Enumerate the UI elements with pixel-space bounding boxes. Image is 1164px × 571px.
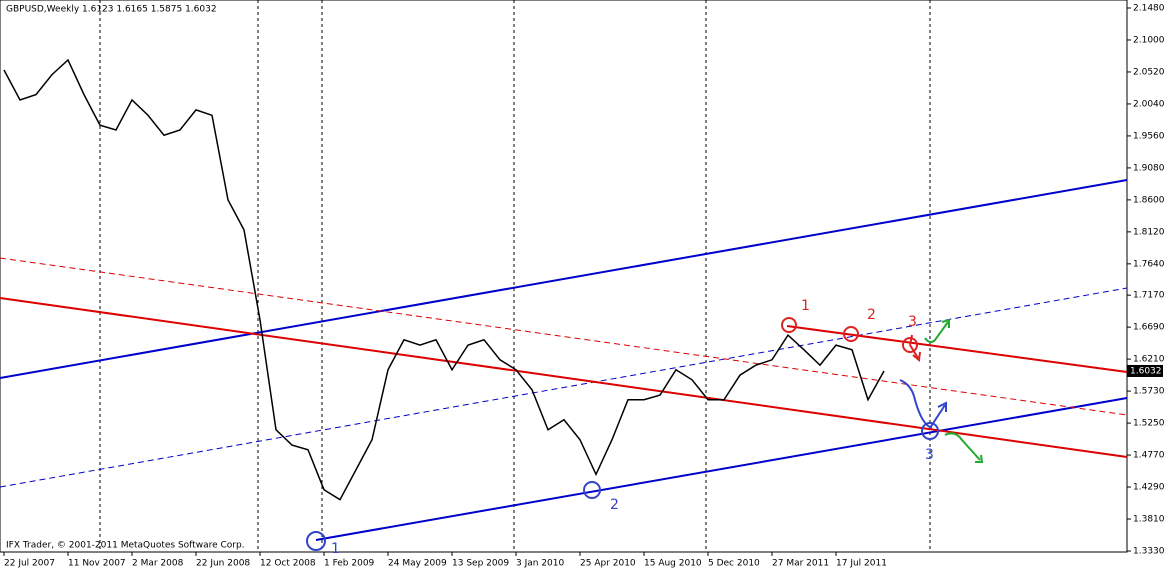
- x-tick-label: 25 Apr 2010: [580, 559, 636, 569]
- annotation: 1: [331, 541, 340, 557]
- annotation: 2: [610, 497, 619, 513]
- markers: [306, 317, 984, 551]
- y-tick-label: 1.9080: [1133, 163, 1164, 173]
- y-tick-label: 1.4770: [1133, 451, 1164, 461]
- copyright: IFX Trader, © 2001-2011 MetaQuotes Softw…: [6, 541, 245, 551]
- y-tick-label: 2.0040: [1133, 99, 1164, 109]
- current-price-label: 1.6032: [1130, 366, 1162, 376]
- x-tick-label: 11 Nov 2007: [68, 559, 126, 569]
- y-tick-label: 1.3330: [1133, 547, 1164, 557]
- annotation: 3: [925, 447, 934, 463]
- y-tick-label: 1.6690: [1133, 323, 1164, 333]
- y-tick-label: 1.3810: [1133, 515, 1164, 525]
- trend-lines: [0, 179, 1128, 541]
- period-separators: [99, 0, 931, 552]
- x-tick-label: 22 Jun 2008: [196, 559, 250, 569]
- y-tick-label: 1.5730: [1133, 387, 1164, 397]
- y-tick-label: 1.9560: [1133, 131, 1164, 141]
- y-tick-label: 1.7640: [1133, 259, 1164, 269]
- y-tick-label: 2.1480: [1133, 4, 1164, 14]
- y-tick-label: 2.1000: [1133, 35, 1164, 45]
- y-tick-label: 1.6210: [1133, 355, 1164, 365]
- annotation: 1: [801, 298, 810, 314]
- x-tick-label: 3 Jan 2010: [516, 559, 564, 569]
- y-tick-label: 1.4290: [1133, 483, 1164, 493]
- y-tick-label: 1.8600: [1133, 195, 1164, 205]
- annotation: 3: [908, 314, 917, 330]
- x-tick-label: 2 Mar 2008: [132, 559, 184, 569]
- price-line: [3, 58, 885, 501]
- x-tick-label: 12 Oct 2008: [260, 559, 316, 569]
- x-tick-label: 17 Jul 2011: [836, 559, 887, 569]
- y-tick-label: 1.7170: [1133, 291, 1164, 301]
- x-tick-label: 5 Dec 2010: [708, 559, 760, 569]
- x-tick-label: 15 Aug 2010: [644, 559, 702, 569]
- y-tick-label: 1.5250: [1133, 419, 1164, 429]
- chart-title: GBPUSD,Weekly 1.6123 1.6165 1.5875 1.603…: [6, 5, 217, 15]
- x-tick-label: 22 Jul 2007: [4, 559, 55, 569]
- x-tick-label: 13 Sep 2009: [452, 559, 509, 569]
- x-tick-label: 1 Feb 2009: [324, 559, 375, 569]
- plot-area: [0, 0, 1128, 553]
- x-tick-label: 27 Mar 2011: [772, 559, 829, 569]
- annotation: 2: [867, 307, 876, 323]
- current-price-box: [1127, 364, 1163, 377]
- y-tick-label: 2.0520: [1133, 67, 1164, 77]
- x-tick-label: 24 May 2009: [388, 559, 447, 569]
- y-tick-label: 1.8120: [1133, 227, 1164, 237]
